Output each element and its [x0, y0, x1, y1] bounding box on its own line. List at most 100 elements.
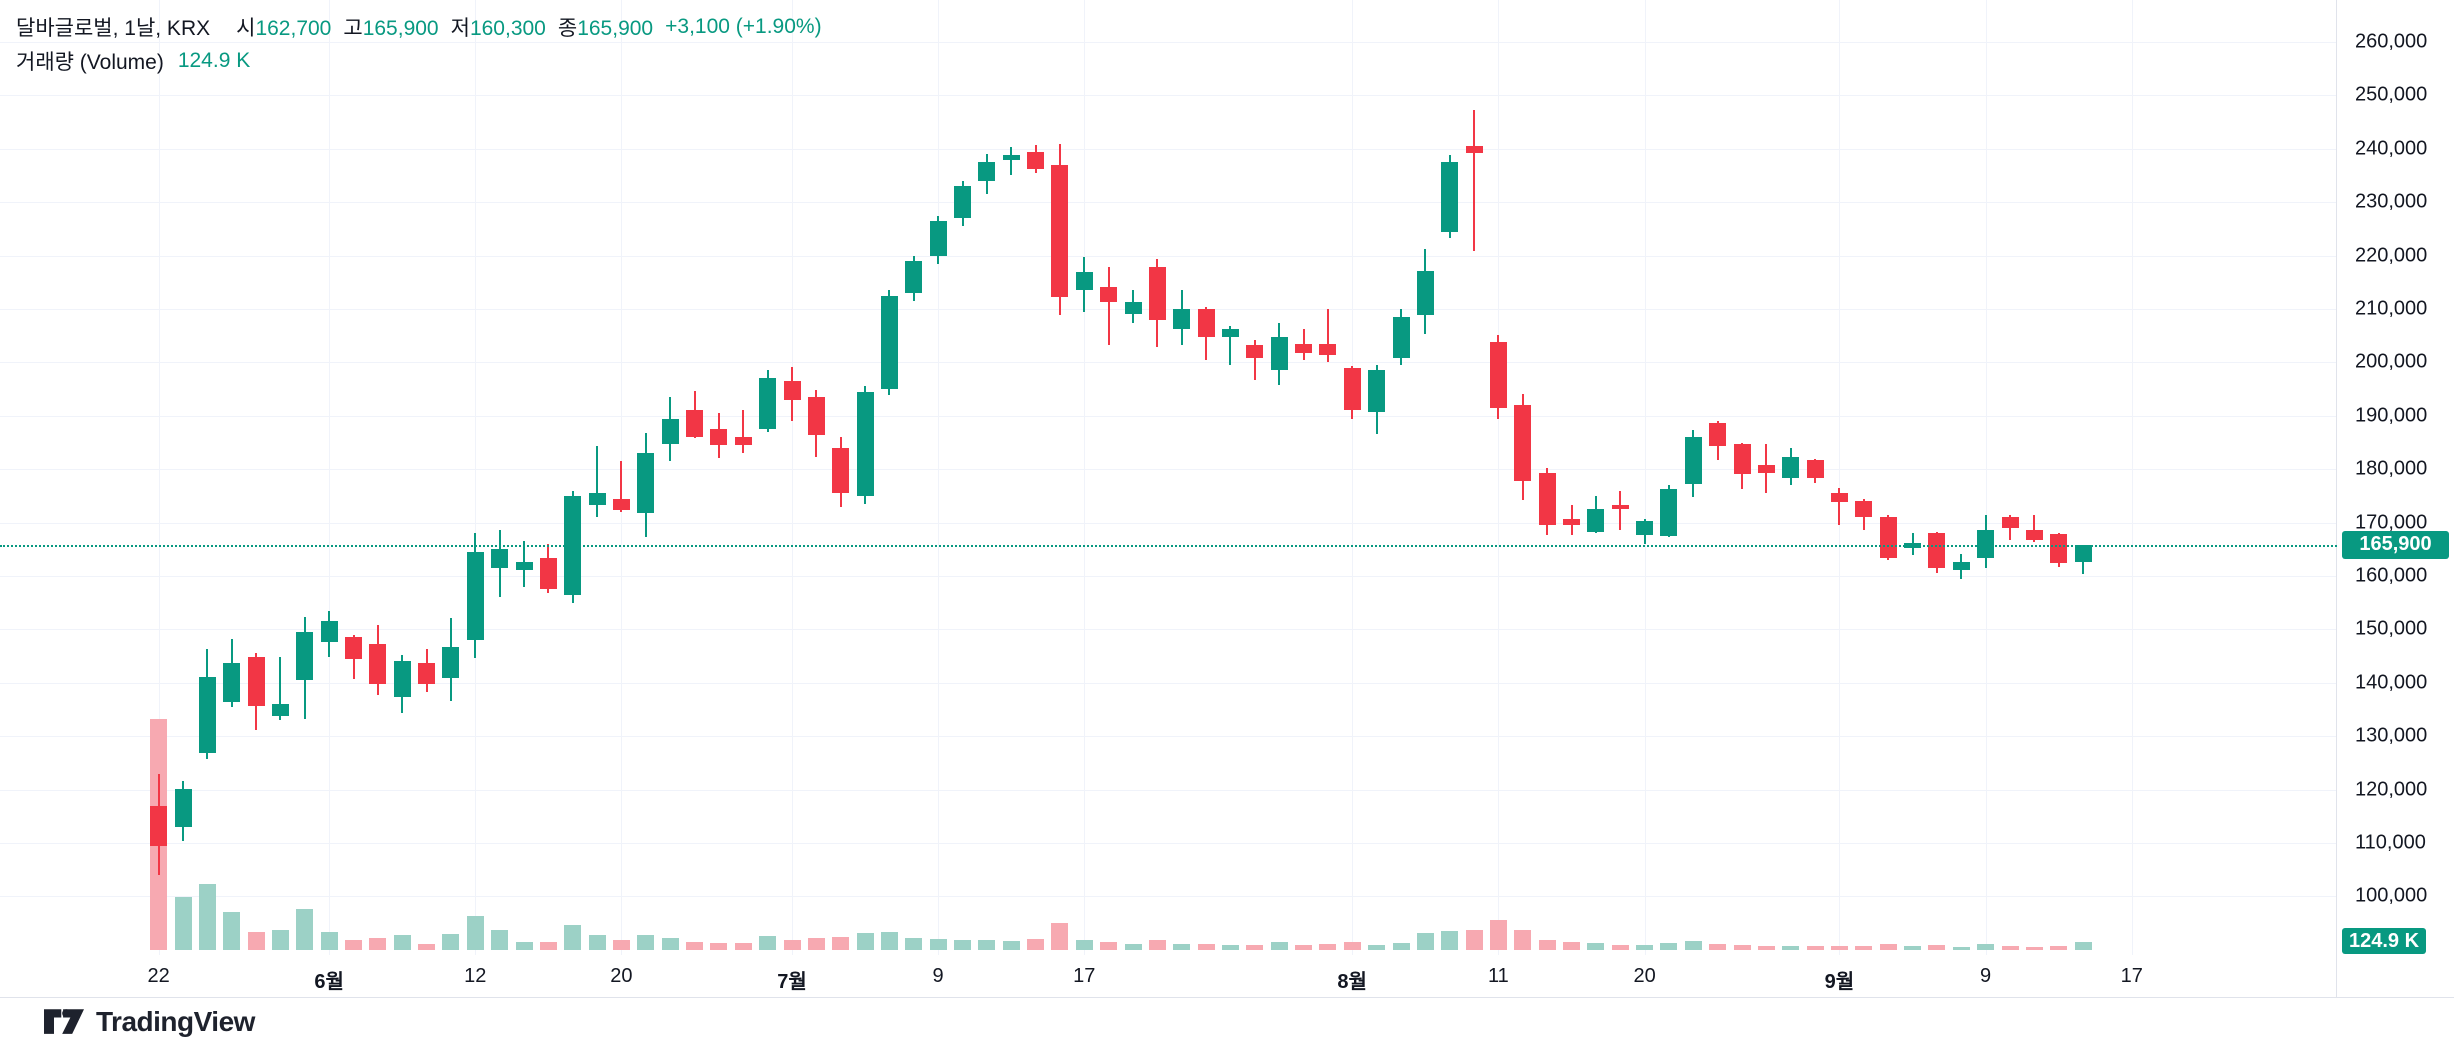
candle[interactable] — [880, 295, 898, 390]
volume-bar[interactable] — [880, 932, 898, 950]
volume-bar[interactable] — [1197, 943, 1215, 950]
volume-bar[interactable] — [832, 936, 850, 950]
candle[interactable] — [515, 562, 533, 571]
candle[interactable] — [1368, 369, 1386, 412]
candle[interactable] — [710, 428, 728, 446]
volume-bar[interactable] — [1295, 945, 1312, 950]
candle[interactable] — [1855, 500, 1873, 517]
candle[interactable] — [1100, 287, 1118, 303]
candle[interactable] — [466, 552, 484, 641]
candle[interactable] — [1660, 489, 1678, 536]
volume-bar[interactable] — [1855, 945, 1873, 950]
candle[interactable] — [1051, 164, 1069, 298]
volume-bar[interactable] — [271, 930, 289, 950]
volume-bar[interactable] — [491, 930, 509, 950]
price-axis[interactable]: 165,900 124.9 K 260,000 250,000 240,000 230… — [2336, 0, 2454, 997]
candle[interactable] — [1611, 505, 1629, 509]
volume-bar[interactable] — [1563, 942, 1580, 950]
volume-bar[interactable] — [1051, 923, 1069, 950]
volume-bar[interactable] — [929, 938, 947, 950]
candle[interactable] — [588, 493, 606, 505]
volume-bar[interactable] — [418, 943, 436, 950]
volume-bar[interactable] — [588, 934, 606, 950]
volume-bar[interactable] — [1879, 944, 1897, 950]
volume-bar[interactable] — [1757, 945, 1775, 950]
candle[interactable] — [1075, 272, 1093, 291]
candle[interactable] — [1636, 521, 1654, 536]
volume-bar[interactable] — [1027, 939, 1045, 950]
candle[interactable] — [1952, 561, 1970, 571]
volume-bar[interactable] — [1343, 942, 1361, 950]
volume-bar[interactable] — [783, 940, 801, 950]
candle[interactable] — [978, 162, 996, 181]
volume-bar[interactable] — [1952, 946, 1970, 950]
volume-bar[interactable] — [759, 935, 777, 950]
volume-bar[interactable] — [856, 933, 874, 950]
candle[interactable] — [1441, 161, 1459, 232]
candle[interactable] — [1343, 368, 1361, 410]
candle[interactable] — [1757, 464, 1775, 474]
volume-bar[interactable] — [296, 908, 314, 950]
candle[interactable] — [418, 663, 436, 685]
volume-bar[interactable] — [1977, 943, 1995, 950]
candle[interactable] — [174, 789, 192, 828]
volume-bar[interactable] — [978, 940, 996, 950]
volume-bar[interactable] — [710, 942, 728, 950]
candle[interactable] — [856, 391, 874, 496]
volume-bar[interactable] — [539, 942, 557, 950]
volume-bar[interactable] — [466, 916, 484, 950]
candle[interactable] — [1246, 345, 1264, 359]
candle[interactable] — [661, 419, 679, 444]
candle[interactable] — [905, 260, 923, 293]
volume-bar[interactable] — [1587, 943, 1605, 950]
volume-bar[interactable] — [1173, 943, 1191, 950]
candle[interactable] — [686, 409, 703, 437]
volume-bar[interactable] — [734, 943, 752, 950]
volume-bar[interactable] — [442, 934, 460, 950]
candle[interactable] — [150, 805, 168, 846]
volume-bar[interactable] — [1538, 940, 1556, 950]
candle[interactable] — [1587, 508, 1605, 532]
volume-bar[interactable] — [2001, 946, 2019, 950]
volume-bar[interactable] — [515, 941, 533, 950]
volume-bar[interactable] — [1368, 945, 1386, 950]
volume-bar[interactable] — [1611, 944, 1629, 950]
candle[interactable] — [2074, 544, 2092, 562]
candle[interactable] — [1148, 267, 1166, 321]
volume-bar[interactable] — [1319, 944, 1337, 950]
candle[interactable] — [1392, 317, 1410, 359]
volume-bar[interactable] — [1075, 939, 1093, 950]
candle[interactable] — [1514, 404, 1532, 482]
volume-bar[interactable] — [2074, 942, 2092, 950]
volume-bar[interactable] — [1514, 930, 1532, 950]
volume-bar[interactable] — [1660, 942, 1678, 950]
volume-bar[interactable] — [1100, 941, 1118, 950]
candle[interactable] — [2050, 534, 2068, 563]
chart-plot-area[interactable] — [0, 0, 2337, 997]
volume-bar[interactable] — [1392, 943, 1410, 950]
candle[interactable] — [1489, 342, 1507, 409]
volume-bar[interactable] — [320, 932, 338, 950]
tradingview-logo[interactable]: TradingView — [44, 1006, 255, 1038]
candle[interactable] — [1173, 309, 1191, 329]
time-axis[interactable]: 22 6월 12 20 7월 9 17 8월 11 20 9월 9 17 — [0, 955, 2337, 997]
candle[interactable] — [783, 380, 801, 401]
candle[interactable] — [223, 663, 241, 702]
candle[interactable] — [1416, 271, 1434, 316]
candle[interactable] — [1027, 151, 1045, 169]
legend-symbol-row[interactable]: 달바글로벌, 1날, KRX 시162,700 고165,900 저160,300 종… — [16, 10, 822, 44]
candle[interactable] — [612, 498, 630, 511]
candle[interactable] — [1319, 343, 1337, 355]
volume-bar[interactable] — [345, 939, 362, 950]
volume-bar[interactable] — [612, 940, 630, 950]
volume-bar[interactable] — [905, 937, 923, 950]
candle[interactable] — [1124, 302, 1142, 314]
volume-bar[interactable] — [1465, 930, 1483, 950]
candle[interactable] — [734, 436, 752, 445]
candle[interactable] — [2025, 530, 2043, 541]
volume-bar[interactable] — [686, 942, 703, 950]
volume-bar[interactable] — [1709, 944, 1727, 950]
volume-bar[interactable] — [2050, 945, 2068, 950]
candle[interactable] — [1270, 336, 1288, 370]
candle[interactable] — [1977, 530, 1995, 559]
